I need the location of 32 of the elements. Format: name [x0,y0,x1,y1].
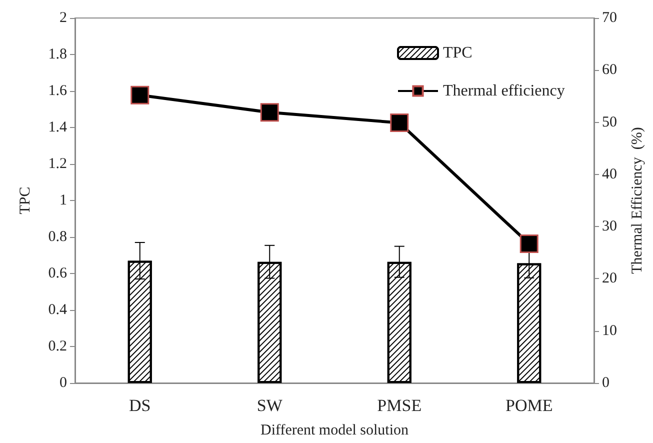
y-tick-label: 0.8 [48,229,67,245]
y-tick-label: 0.6 [48,266,68,282]
y2-tick-label: 0 [602,375,610,391]
y-tick-label: 1 [60,192,67,208]
point [260,103,279,122]
y-tick-label: 0.4 [48,302,68,318]
y2-tick-label: 40 [602,166,617,182]
y-tick-label: 2 [60,10,67,26]
y2-tick-label: 10 [602,322,617,339]
y2-tick-label: 60 [602,62,617,78]
y-tick-label: 0 [60,375,67,391]
y-tick-label: 1.4 [48,120,68,136]
point [130,86,150,104]
x-tick-label: POME [506,396,553,415]
point [390,114,409,132]
y2-tick-label: 30 [602,218,617,235]
y-tick-label: 0.2 [48,338,67,354]
y2-tick-label: 70 [602,10,617,26]
x-tick-label: PMSE [377,396,422,415]
y-axis-title: TPC [18,186,34,214]
y-tick-label: 1.8 [48,46,67,62]
x-tick-label: SW [256,396,284,415]
legend-label: Thermal efficiency [443,82,565,100]
y2-tick-label: 20 [602,270,617,287]
point [520,234,538,254]
y2-tick-label: 50 [602,114,617,130]
x-axis-title: Different model solution [260,422,410,438]
legend-label: TPC [443,44,472,62]
y-tick-label: 1.2 [48,156,67,172]
x-tick-label: DS [129,396,151,415]
y2-axis-title: Thermal Efficiency (%) [630,127,646,274]
y-tick-label: 1.6 [48,83,68,99]
